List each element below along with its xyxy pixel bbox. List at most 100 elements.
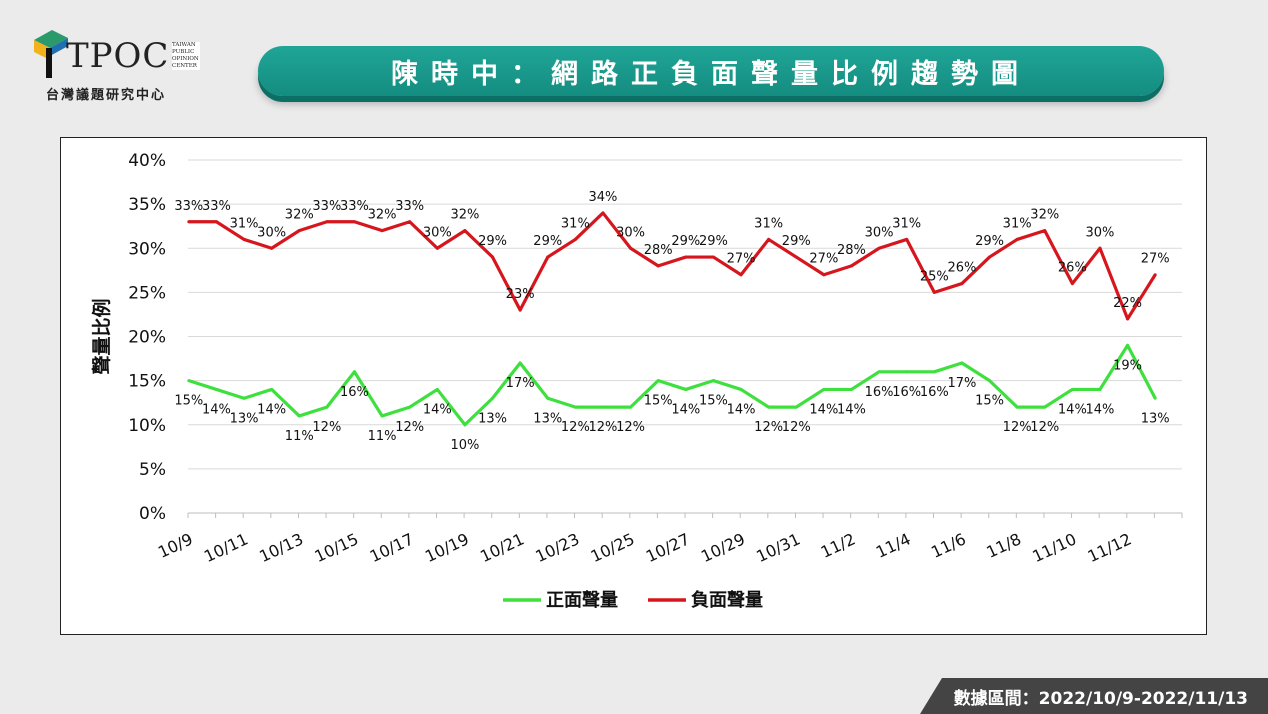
negative-data-label: 27%	[1141, 252, 1170, 267]
positive-point	[684, 387, 688, 391]
negative-point	[739, 273, 743, 277]
positive-data-label: 16%	[892, 385, 921, 400]
y-tick-label: 15%	[128, 372, 166, 392]
positive-data-label: 12%	[782, 420, 811, 435]
positive-data-label: 19%	[1113, 358, 1142, 373]
positive-point	[767, 405, 771, 409]
negative-point	[932, 290, 936, 294]
positive-data-label: 11%	[285, 429, 314, 444]
negative-point	[1098, 246, 1102, 250]
positive-data-label: 13%	[1141, 411, 1170, 426]
positive-point	[601, 405, 605, 409]
negative-point	[822, 273, 826, 277]
positive-data-label: 12%	[616, 420, 645, 435]
line-chart: 0%5%10%15%20%25%30%35%40%10/9 10/11 10/13 1…	[90, 151, 1183, 611]
y-tick-label: 5%	[139, 460, 166, 480]
x-tick-label: 10/11	[201, 529, 251, 566]
positive-data-label: 12%	[312, 420, 341, 435]
positive-data-label: 14%	[1058, 402, 1087, 417]
positive-data-label: 16%	[865, 385, 894, 400]
negative-point	[1015, 237, 1019, 241]
positive-data-label: 13%	[533, 411, 562, 426]
x-tick-label: 10/13	[256, 529, 306, 566]
y-tick-label: 20%	[128, 328, 166, 348]
x-tick-label: 11/8	[983, 529, 1024, 561]
legend-negative-label: 負面聲量	[691, 589, 763, 611]
positive-data-label: 12%	[754, 420, 783, 435]
negative-data-label: 32%	[450, 208, 479, 223]
positive-point	[352, 370, 356, 374]
negative-data-label: 32%	[285, 208, 314, 223]
negative-point	[960, 282, 964, 286]
positive-point	[1015, 405, 1019, 409]
x-tick-label: 10/19	[422, 529, 472, 566]
positive-point	[435, 387, 439, 391]
positive-point	[905, 370, 909, 374]
negative-data-label: 28%	[644, 243, 673, 258]
negative-data-label: 31%	[561, 216, 590, 231]
positive-point	[491, 396, 495, 400]
negative-point	[408, 220, 412, 224]
positive-point	[214, 387, 218, 391]
negative-data-label: 30%	[865, 225, 894, 240]
negative-point	[656, 264, 660, 268]
positive-point	[794, 405, 798, 409]
title-banner: 陳時中：網路正負面聲量比例趨勢圖	[258, 46, 1164, 96]
positive-point	[932, 370, 936, 374]
positive-data-label: 14%	[202, 402, 231, 417]
negative-data-label: 22%	[1113, 296, 1142, 311]
positive-data-label: 13%	[478, 411, 507, 426]
negative-data-label: 33%	[174, 199, 203, 214]
positive-data-label: 14%	[257, 402, 286, 417]
positive-point	[546, 396, 550, 400]
negative-point	[684, 255, 688, 259]
positive-point	[960, 361, 964, 365]
positive-point	[629, 405, 633, 409]
positive-data-label: 13%	[230, 411, 259, 426]
page-title: 陳時中：網路正負面聲量比例趨勢圖	[391, 58, 1031, 90]
negative-point	[1126, 317, 1130, 321]
positive-point	[408, 405, 412, 409]
negative-data-label: 33%	[340, 199, 369, 214]
x-tick-label: 11/2	[818, 529, 859, 561]
negative-point	[905, 237, 909, 241]
positive-data-label: 12%	[1003, 420, 1032, 435]
positive-data-label: 12%	[561, 420, 590, 435]
x-tick-label: 11/4	[873, 529, 914, 561]
positive-point	[739, 387, 743, 391]
negative-data-label: 30%	[1086, 225, 1115, 240]
x-tick-label: 10/21	[477, 529, 527, 566]
x-tick-label: 10/27	[643, 529, 693, 566]
negative-point	[297, 229, 301, 233]
logo-text: TPOC	[66, 36, 170, 76]
positive-data-label: 12%	[589, 420, 618, 435]
positive-data-label: 16%	[920, 385, 949, 400]
negative-data-label: 26%	[947, 261, 976, 276]
negative-series-line	[188, 211, 1157, 321]
negative-data-label: 34%	[589, 190, 618, 205]
y-tick-label: 10%	[128, 416, 166, 436]
negative-data-label: 33%	[395, 199, 424, 214]
positive-data-label: 17%	[506, 376, 535, 391]
positive-point	[1126, 343, 1130, 347]
positive-data-label: 12%	[395, 420, 424, 435]
negative-point	[518, 308, 522, 312]
x-tick-label: 10/29	[698, 529, 748, 566]
positive-data-label: 14%	[837, 402, 866, 417]
positive-point	[849, 387, 853, 391]
positive-data-label: 15%	[174, 394, 203, 409]
positive-data-label: 17%	[947, 376, 976, 391]
negative-point	[352, 220, 356, 224]
logo: TPOC TAIWAN PUBLIC OPINION CENTER 台灣議題研究…	[32, 26, 212, 106]
positive-point	[711, 379, 715, 383]
negative-data-label: 30%	[616, 225, 645, 240]
negative-data-label: 30%	[423, 225, 452, 240]
legend-positive-label: 正面聲量	[546, 589, 618, 611]
positive-data-label: 15%	[699, 394, 728, 409]
negative-point	[380, 229, 384, 233]
negative-data-label: 31%	[754, 216, 783, 231]
negative-data-label: 23%	[506, 287, 535, 302]
y-tick-label: 30%	[128, 239, 166, 259]
negative-data-label: 29%	[975, 234, 1004, 249]
y-tick-label: 40%	[128, 151, 166, 171]
